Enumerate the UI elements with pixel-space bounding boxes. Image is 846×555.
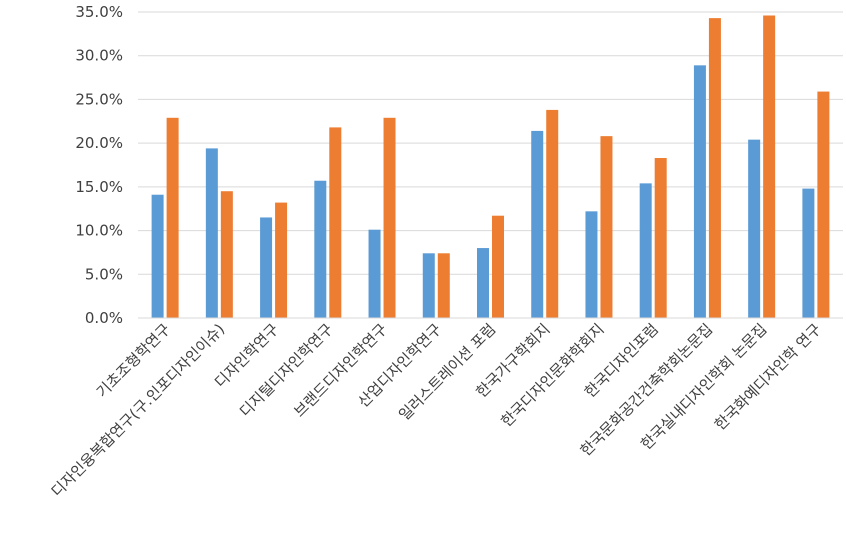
y-tick-label: 30.0% bbox=[75, 47, 123, 65]
y-tick-label: 15.0% bbox=[75, 178, 123, 196]
bar-series-1 bbox=[205, 148, 218, 318]
bar-series-2 bbox=[546, 109, 559, 318]
y-tick-label: 20.0% bbox=[75, 134, 123, 152]
bar-series-1 bbox=[693, 65, 706, 319]
bar-series-1 bbox=[151, 194, 164, 318]
bar-series-2 bbox=[763, 15, 776, 319]
gridlines bbox=[138, 11, 843, 319]
x-axis-labels: 기초조형학연구디자인융복합연구(구.인포디자인이슈)디자인학연구디지털디자인학연… bbox=[48, 320, 825, 501]
bar-series-2 bbox=[437, 253, 450, 318]
bar-series-2 bbox=[275, 202, 288, 318]
bar-series-1 bbox=[531, 130, 544, 318]
x-category-label: 한국디자인문화학회지 bbox=[497, 320, 607, 430]
bar-series-1 bbox=[802, 188, 815, 318]
bar-series-1 bbox=[748, 139, 761, 318]
bar-series-1 bbox=[368, 229, 381, 318]
bar-series-2 bbox=[492, 215, 504, 318]
bar-series-2 bbox=[817, 91, 830, 318]
bar-series-1 bbox=[314, 180, 327, 318]
y-tick-label: 25.0% bbox=[75, 90, 123, 108]
y-tick-label: 0.0% bbox=[85, 309, 123, 327]
bar-series-2 bbox=[166, 117, 179, 318]
y-tick-label: 10.0% bbox=[75, 222, 123, 240]
y-tick-label: 5.0% bbox=[85, 265, 123, 283]
bar-series-1 bbox=[477, 248, 489, 318]
x-category-label: 일러스트레이션 포럼 bbox=[395, 320, 499, 424]
x-category-label: 한국화예디자인학 연구 bbox=[711, 320, 825, 434]
bar-series-2 bbox=[654, 158, 667, 318]
bar-series-2 bbox=[600, 136, 613, 318]
bar-series-2 bbox=[383, 117, 396, 318]
x-category-label: 디지털디자인학연구 bbox=[236, 320, 337, 421]
y-tick-label: 35.0% bbox=[75, 3, 123, 21]
y-axis: 0.0% 5.0% 10.0% 15.0% 20.0% 25.0% 30.0% 35.0% bbox=[75, 3, 123, 327]
bar-series-2 bbox=[708, 18, 721, 319]
bar-series-1 bbox=[422, 253, 435, 318]
x-category-label: 브랜드디자인학연구 bbox=[290, 320, 391, 421]
bar-series-2 bbox=[329, 127, 342, 318]
bar-series-2 bbox=[220, 191, 233, 318]
bar-series-1 bbox=[260, 217, 273, 318]
bar-series-1 bbox=[639, 183, 652, 318]
bars bbox=[151, 15, 830, 319]
bar-series-1 bbox=[585, 211, 598, 318]
